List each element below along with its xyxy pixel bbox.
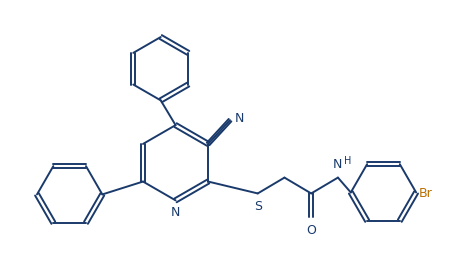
- Text: N: N: [171, 206, 180, 219]
- Text: S: S: [254, 200, 262, 213]
- Text: H: H: [344, 156, 351, 166]
- Text: Br: Br: [419, 187, 433, 200]
- Text: N: N: [235, 112, 244, 125]
- Text: O: O: [306, 224, 316, 237]
- Text: N: N: [332, 158, 342, 171]
